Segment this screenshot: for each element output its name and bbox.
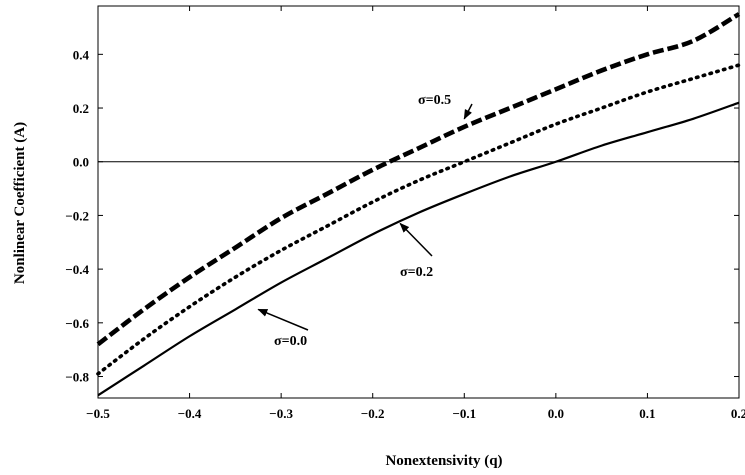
x-tick-label: 0.1: [639, 406, 655, 421]
series-line-dashed: [96, 12, 741, 347]
x-tick-label: 0.0: [548, 406, 564, 421]
series-line-dotted: [96, 63, 741, 376]
annotation-label-sigma-00: σ=0.0: [274, 334, 307, 349]
x-tick-label: −0.2: [361, 406, 385, 421]
annotation-arrow-sigma-05: [463, 103, 473, 120]
y-tick-label: −0.4: [65, 262, 89, 277]
plot-frame: [97, 5, 740, 399]
annotation-label-sigma-02: σ=0.2: [400, 265, 433, 280]
series-layer: [96, 12, 741, 397]
annotation-label-sigma-05: σ=0.5: [418, 93, 451, 108]
x-tick-label: −0.3: [269, 406, 293, 421]
annotation-sigma-02: σ=0.2: [399, 222, 433, 280]
annotation-arrow-sigma-00: [257, 308, 309, 331]
y-tick-label: 0.0: [73, 155, 89, 170]
y-tick-label: −0.2: [65, 208, 89, 223]
y-axis-title: Nonlinear Coefficient (A): [12, 122, 28, 284]
y-tick-label: −0.8: [65, 370, 89, 385]
x-tick-label: −0.5: [86, 406, 110, 421]
x-tick-label: −0.4: [178, 406, 202, 421]
series-line-solid: [97, 101, 740, 397]
y-tick-label: 0.2: [73, 101, 89, 116]
y-tick-label: 0.4: [73, 47, 90, 62]
y-tick-label: −0.6: [65, 316, 89, 331]
ticks-layer: −0.5 −0.4 −0.3 −0.2 −0.1 0.0 0.1 0.2 −0.8 −0.6 −0.…: [65, 6, 745, 421]
annotation-arrow-sigma-02: [399, 222, 433, 257]
x-axis-title: Nonextensivity (q): [385, 453, 502, 469]
x-tick-label: 0.2: [731, 406, 745, 421]
x-tick-label: −0.1: [452, 406, 476, 421]
annotation-sigma-05: σ=0.5: [418, 93, 473, 120]
annotation-sigma-00: σ=0.0: [257, 308, 309, 349]
